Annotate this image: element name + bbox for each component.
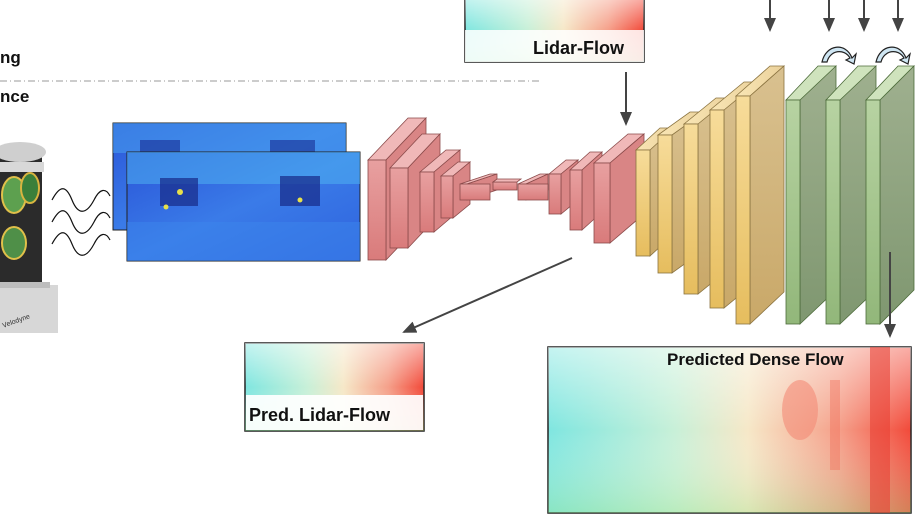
signal-waves (51, 188, 111, 256)
refinement-blocks (785, 65, 915, 325)
lidar-sensor-image (0, 142, 58, 333)
legend-line2-text: nce (0, 87, 30, 106)
decoder-blocks (634, 65, 786, 325)
encoder-blocks (367, 117, 523, 261)
refinement-loop-arrows (821, 46, 911, 65)
predicted-dense-flow-label: Predicted Dense Flow (667, 350, 844, 369)
lidar-flow-label: Lidar-Flow (533, 38, 624, 58)
predicted-dense-flow-panel (547, 346, 912, 514)
lidar-flow-panel (464, 0, 645, 63)
pred-lidar-flow-panel (244, 342, 425, 432)
top-input-arrows (764, 0, 904, 32)
input-depth-images (112, 122, 361, 262)
pred-lidar-flow-label: Pred. Lidar-Flow (249, 405, 391, 425)
upsampling-blocks (517, 133, 646, 244)
legend-line1-text: ng (0, 48, 21, 67)
pred-lidar-flow-arrow (402, 257, 573, 333)
